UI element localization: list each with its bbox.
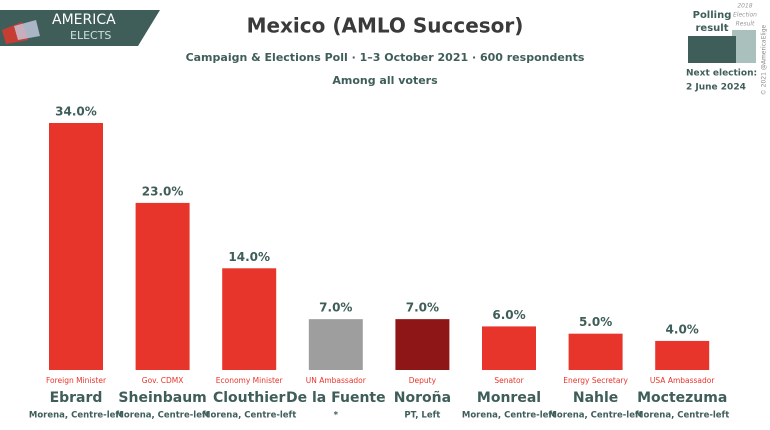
party-label: Morena, Centre-left (635, 411, 729, 421)
value-label: 4.0% (666, 322, 699, 336)
value-label: 23.0% (142, 184, 184, 198)
value-label: 14.0% (228, 250, 270, 264)
legend-previous: Election (733, 12, 757, 19)
bar (49, 123, 103, 370)
category-label: Sheinbaum (118, 390, 206, 406)
category-label: Nahle (573, 390, 618, 406)
role-label: UN Ambassador (306, 376, 367, 385)
party-label: * (334, 411, 339, 421)
logo-text: ELECTS (70, 29, 111, 42)
party-label: PT, Left (404, 411, 440, 421)
legend-previous: 2018 (737, 3, 752, 10)
party-label: Morena, Centre-left (548, 411, 642, 421)
role-label: Gov. CDMX (142, 376, 184, 385)
bar (482, 326, 536, 370)
next-election-label: Next election: (686, 69, 757, 79)
category-label: Moctezuma (637, 390, 727, 406)
subtitle: Campaign & Elections Poll · 1–3 October … (186, 51, 585, 64)
logo-text: AMERICA (52, 12, 116, 28)
category-label: De la Fuente (286, 390, 386, 406)
legend-swatch (688, 36, 736, 63)
bar (568, 333, 623, 370)
bar (135, 202, 190, 370)
category-label: Ebrard (50, 390, 103, 406)
legend-previous: Result (736, 21, 755, 28)
copyright: © 2021 @AmericaElige (761, 24, 768, 95)
legend-label: Polling (693, 10, 732, 21)
party-label: Morena, Centre-left (462, 411, 556, 421)
value-label: 7.0% (319, 301, 352, 315)
category-label: Clouthier (213, 390, 286, 406)
role-label: Energy Secretary (563, 376, 628, 385)
legend-label: result (696, 23, 729, 34)
role-label: USA Ambassador (650, 376, 715, 385)
chart-title: Mexico (AMLO Succesor) (247, 14, 524, 38)
logo-box (0, 10, 160, 46)
bar (655, 340, 710, 370)
category-label: Monreal (477, 390, 541, 406)
category-label: Noroña (394, 390, 451, 406)
value-label: 5.0% (579, 315, 612, 329)
role-label: Deputy (409, 376, 437, 385)
party-label: Morena, Centre-left (29, 411, 123, 421)
bar (222, 268, 277, 370)
role-label: Foreign Minister (46, 376, 107, 385)
bar (395, 319, 450, 370)
value-label: 7.0% (406, 301, 439, 315)
party-label: Morena, Centre-left (115, 411, 209, 421)
role-label: Economy Minister (216, 376, 284, 385)
party-label: Morena, Centre-left (202, 411, 296, 421)
next-election-date: 2 June 2024 (686, 83, 746, 93)
value-label: 6.0% (492, 308, 525, 322)
note: Among all voters (332, 74, 438, 87)
value-label: 34.0% (55, 105, 97, 119)
logo-icon (14, 20, 40, 40)
role-label: Senator (494, 376, 524, 385)
bar (308, 319, 363, 370)
